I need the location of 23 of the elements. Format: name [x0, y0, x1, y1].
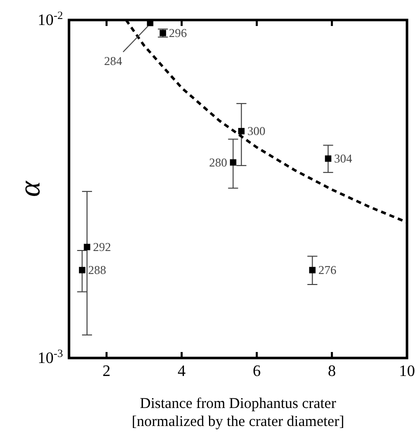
- annotation: 280: [209, 155, 228, 170]
- point: [160, 30, 166, 36]
- annotation: 304: [334, 152, 352, 166]
- point: [309, 266, 316, 274]
- point: [78, 266, 86, 274]
- x-axis-title: Distance from Diophantus crater [normalized by the crater diameter]: [132, 396, 344, 430]
- x-tick-label: 8: [328, 363, 336, 380]
- annotation: 300: [247, 124, 266, 138]
- x-tick-label: 10: [399, 363, 415, 380]
- point: [230, 159, 236, 166]
- annotation: 292: [93, 240, 112, 254]
- point: [238, 128, 245, 134]
- annotation: 284: [104, 54, 122, 68]
- y-axis-title: α: [14, 180, 46, 197]
- y-tick-label: 10$^{-3}$: [38, 348, 64, 367]
- x-tick-label: 6: [252, 363, 261, 380]
- annotation: 288: [88, 263, 106, 278]
- y-tick-label: 10$^{-2}$: [38, 10, 63, 29]
- x-tick-label: 4: [178, 363, 186, 380]
- x-tick-label: 2: [102, 363, 111, 380]
- annotation: 276: [318, 263, 336, 278]
- point: [324, 155, 332, 162]
- annotation: 296: [168, 26, 187, 40]
